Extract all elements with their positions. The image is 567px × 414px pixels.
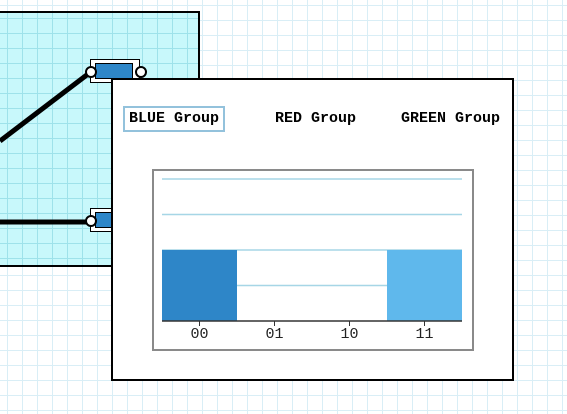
tab-blue-group[interactable]: BLUE Group bbox=[123, 106, 226, 132]
output-port-top[interactable] bbox=[135, 66, 147, 78]
results-popup: BLUE Group RED Group GREEN Group 00 01 10 1… bbox=[111, 78, 514, 381]
input-port-bottom[interactable] bbox=[85, 215, 97, 227]
input-port-top[interactable] bbox=[85, 66, 97, 78]
histogram-chart: 00 01 10 11 bbox=[152, 169, 474, 351]
bar-00 bbox=[162, 250, 237, 321]
x-tick-label: 01 bbox=[265, 326, 283, 343]
histogram-svg: 00 01 10 11 bbox=[162, 178, 462, 343]
tab-green-group[interactable]: GREEN Group bbox=[401, 110, 501, 127]
tab-red-group[interactable]: RED Group bbox=[275, 110, 357, 127]
wire-top[interactable] bbox=[0, 69, 94, 143]
bar-11 bbox=[387, 250, 462, 321]
gate-icon bbox=[95, 63, 133, 79]
x-tick-label: 00 bbox=[190, 326, 208, 343]
x-tick-label: 11 bbox=[415, 326, 433, 343]
x-tick-label: 10 bbox=[340, 326, 358, 343]
